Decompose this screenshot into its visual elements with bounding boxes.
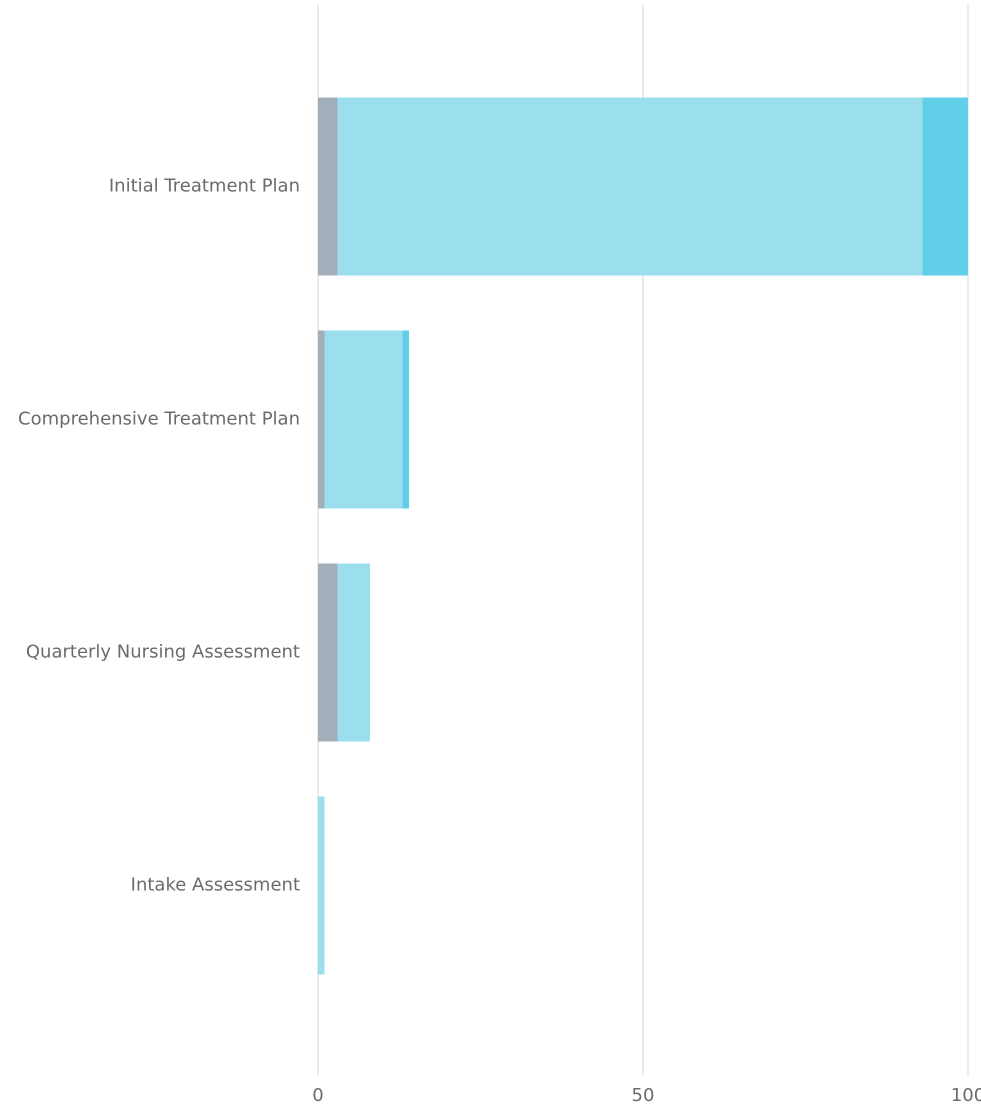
y-tick-label: Intake Assessment (131, 875, 300, 896)
y-tick-label: Initial Treatment Plan (109, 176, 300, 197)
bar-segment (318, 97, 338, 276)
bar-segment (337, 97, 923, 276)
bar-segment (318, 330, 325, 509)
y-tick-label: Comprehensive Treatment Plan (18, 409, 300, 430)
x-tick-label: 100 (951, 1085, 981, 1106)
bar-segment (402, 330, 409, 509)
bar-segment (318, 796, 325, 975)
bar-segment (318, 563, 338, 742)
x-tick-label: 50 (632, 1085, 655, 1106)
bar-segment (324, 330, 403, 509)
y-tick-label: Quarterly Nursing Assessment (26, 642, 300, 663)
bar-segment (337, 563, 370, 742)
x-tick-label: 0 (312, 1085, 323, 1106)
bar-segment (922, 97, 968, 276)
